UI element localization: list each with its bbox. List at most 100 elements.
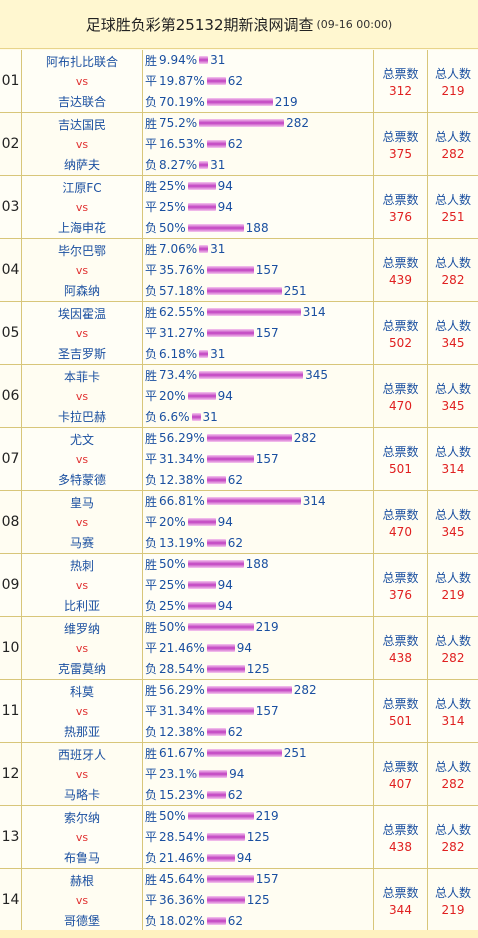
lose-percent: 6.6% — [159, 409, 190, 424]
away-team-link[interactable]: 上海申花 — [57, 220, 106, 235]
away-team-link[interactable]: 布鲁马 — [63, 850, 100, 865]
total-votes-cell: 总票数 376 — [374, 554, 428, 616]
win-vote-bar — [187, 182, 216, 191]
home-team-link[interactable]: 阿布扎比联合 — [45, 54, 118, 69]
home-team-link[interactable]: 埃因霍温 — [57, 306, 106, 321]
draw-label: 平 — [145, 641, 158, 656]
away-team-link[interactable]: 马赛 — [69, 535, 94, 550]
home-team-link[interactable]: 本菲卡 — [63, 369, 100, 384]
total-people-value: 314 — [441, 713, 465, 728]
win-vote-line: 胜 50% 219 — [143, 618, 373, 636]
total-votes-label: 总票数 — [382, 255, 419, 270]
lose-vote-line: 负 70.19% 219 — [143, 93, 373, 111]
away-team-link[interactable]: 圣吉罗斯 — [57, 346, 106, 361]
home-team-link[interactable]: 索尔纳 — [63, 810, 100, 825]
draw-vote-bar — [206, 76, 226, 85]
home-team-link[interactable]: 维罗纳 — [63, 621, 100, 636]
total-people-value: 345 — [441, 524, 465, 539]
away-team-link[interactable]: 纳萨夫 — [63, 157, 100, 172]
away-team-link[interactable]: 马略卡 — [63, 787, 100, 802]
total-votes-label: 总票数 — [382, 507, 419, 522]
away-team-link[interactable]: 比利亚 — [63, 598, 100, 613]
lose-vote-count: 125 — [246, 661, 270, 676]
win-label: 胜 — [145, 557, 158, 572]
total-people-value: 345 — [441, 398, 465, 413]
draw-label: 平 — [145, 200, 158, 215]
win-label: 胜 — [145, 494, 158, 509]
home-team-link[interactable]: 江原FC — [62, 180, 102, 195]
home-team-link[interactable]: 赫根 — [69, 873, 94, 888]
lose-vote-line: 负 15.23% 62 — [143, 786, 373, 804]
total-people-value: 282 — [441, 272, 465, 287]
vote-breakdown: 胜 56.29% 282 平 31.34% 157 负 12.38% 62 — [143, 428, 374, 490]
total-votes-label: 总票数 — [382, 381, 419, 396]
home-team-link[interactable]: 吉达国民 — [57, 117, 106, 132]
vs-label: vs — [75, 893, 89, 907]
match-teams: 热刺 vs 比利亚 — [22, 554, 143, 616]
lose-label: 负 — [145, 662, 158, 677]
home-team-link[interactable]: 热刺 — [69, 558, 94, 573]
total-votes-label: 总票数 — [382, 759, 419, 774]
draw-vote-bar — [187, 580, 216, 589]
away-team-link[interactable]: 阿森纳 — [63, 283, 100, 298]
draw-percent: 31.34% — [159, 451, 205, 466]
total-votes-label: 总票数 — [382, 66, 419, 81]
draw-vote-bar — [206, 328, 254, 337]
total-votes-label: 总票数 — [382, 318, 419, 333]
total-votes-value: 470 — [389, 524, 412, 539]
total-people-label: 总人数 — [434, 66, 471, 81]
win-vote-count: 282 — [286, 116, 310, 131]
win-percent: 50% — [159, 809, 186, 824]
away-team-link[interactable]: 吉达联合 — [57, 94, 106, 109]
match-teams: 赫根 vs 哥德堡 — [22, 869, 143, 931]
lose-percent: 18.02% — [159, 913, 205, 928]
match-teams: 索尔纳 vs 布鲁马 — [22, 806, 143, 868]
home-team-link[interactable]: 西班牙人 — [57, 747, 106, 762]
lose-percent: 28.54% — [159, 661, 205, 676]
win-vote-count: 314 — [302, 305, 326, 320]
vote-breakdown: 胜 61.67% 251 平 23.1% 94 负 15.23% 62 — [143, 743, 374, 805]
vote-breakdown: 胜 7.06% 31 平 35.76% 157 负 57.18% 251 — [143, 239, 374, 301]
away-team-link[interactable]: 克雷莫纳 — [57, 661, 106, 676]
home-team-link[interactable]: 尤文 — [69, 432, 94, 447]
lose-label: 负 — [145, 536, 158, 551]
home-team-link[interactable]: 毕尔巴鄂 — [57, 243, 106, 258]
away-team-link[interactable]: 哥德堡 — [63, 913, 100, 928]
total-people-label: 总人数 — [434, 696, 471, 711]
lose-vote-bar — [206, 790, 226, 799]
draw-label: 平 — [145, 263, 158, 278]
win-vote-line: 胜 75.2% 282 — [143, 114, 373, 132]
match-number: 03 — [0, 176, 22, 238]
draw-vote-count: 94 — [217, 388, 233, 403]
lose-label: 负 — [145, 473, 158, 488]
win-percent: 73.4% — [159, 368, 198, 383]
lose-vote-count: 219 — [274, 94, 298, 109]
lose-percent: 70.19% — [159, 94, 205, 109]
away-team-link[interactable]: 热那亚 — [63, 724, 100, 739]
win-percent: 9.94% — [159, 53, 198, 68]
away-team-link[interactable]: 卡拉巴赫 — [57, 409, 106, 424]
total-people-label: 总人数 — [434, 381, 471, 396]
home-team-link[interactable]: 科莫 — [69, 684, 94, 699]
total-votes-label: 总票数 — [382, 822, 419, 837]
total-votes-cell: 总票数 438 — [374, 806, 428, 868]
vs-label: vs — [75, 830, 89, 844]
win-percent: 50% — [159, 620, 186, 635]
draw-label: 平 — [145, 74, 158, 89]
win-vote-count: 314 — [302, 494, 326, 509]
total-votes-value: 376 — [389, 587, 412, 602]
total-votes-value: 501 — [389, 461, 412, 476]
win-vote-count: 282 — [293, 683, 317, 698]
vs-label: vs — [75, 326, 89, 340]
total-people-value: 345 — [441, 335, 465, 350]
win-percent: 62.55% — [159, 305, 205, 320]
draw-vote-line: 平 31.27% 157 — [143, 324, 373, 342]
home-team-link[interactable]: 皇马 — [69, 495, 94, 510]
lose-vote-count: 31 — [210, 157, 226, 172]
win-percent: 7.06% — [159, 242, 198, 257]
lose-vote-count: 62 — [227, 913, 244, 928]
away-team-link[interactable]: 多特蒙德 — [57, 472, 106, 487]
survey-header: 足球胜负彩第25132期新浪网调查 (09-16 00:00) — [0, 0, 478, 49]
lose-label: 负 — [145, 851, 158, 866]
win-vote-count: 188 — [245, 557, 269, 572]
